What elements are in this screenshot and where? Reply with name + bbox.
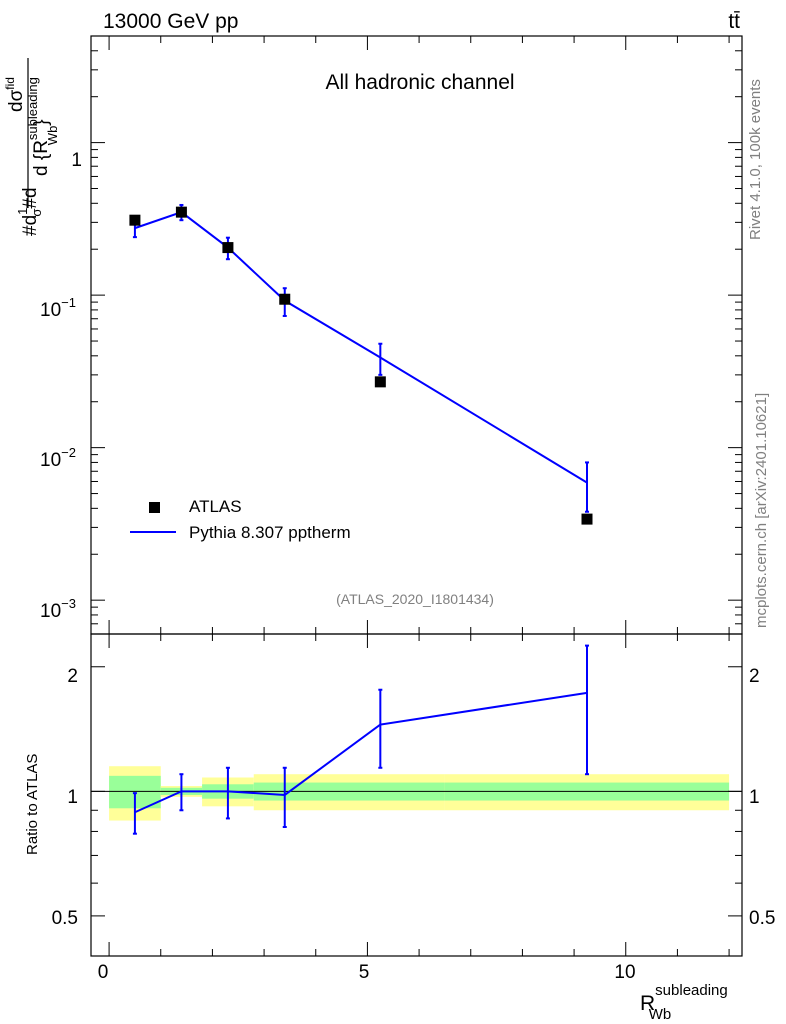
legend-label-atlas: ATLAS (189, 497, 242, 516)
y-tick-label-1e-1: 10−1 (40, 295, 76, 321)
x-tick-5: 5 (359, 962, 370, 983)
y-tick-label-1: 1 (71, 150, 82, 171)
legend-marker-atlas (149, 502, 160, 513)
ratio-pythia-line (134, 691, 588, 814)
atlas-point (581, 513, 593, 525)
main-y-axis-label-denominator: d {Rsubleading Wb} (25, 77, 60, 176)
main-y-axis-label: #d1σ#d (15, 187, 44, 236)
mcplots-label: mcplots.cern.ch [arXiv:2401.10621] (753, 393, 770, 628)
main-plot-frame (90, 35, 743, 635)
rivet-label: Rivet 4.1.0, 100k events (747, 79, 764, 240)
ratio-uncertainty-bands (109, 766, 730, 821)
x-axis-label: Rsubleading Wb (640, 982, 728, 1023)
header-right: tt̄ (728, 10, 740, 33)
data-series (129, 203, 593, 835)
plot-title: All hadronic channel (325, 71, 514, 94)
ratio-y-tick-1-right: 1 (749, 787, 760, 808)
main-y-axis-label-fraction: dσfid (3, 77, 27, 112)
legend-label-pythia: Pythia 8.307 pptherm (189, 523, 351, 542)
header-left: 13000 GeV pp (103, 10, 238, 33)
atlas-point (222, 242, 234, 254)
atlas-point (374, 376, 386, 388)
ratio-y-tick-2-right: 2 (749, 666, 760, 687)
ratio-y-axis-label: Ratio to ATLAS (24, 754, 41, 855)
atlas-point (175, 206, 187, 218)
ratio-y-tick-1-left: 1 (67, 787, 78, 808)
y-tick-label-1e-3: 10−3 (40, 596, 76, 622)
ratio-plot-frame (90, 633, 743, 957)
ratio-y-tick-05-right: 0.5 (749, 908, 775, 929)
axes-ticks (91, 35, 742, 956)
y-tick-label-1e-2: 10−2 (40, 445, 76, 471)
ratio-y-tick-2-left: 2 (67, 666, 78, 687)
atlas-point (129, 214, 141, 226)
analysis-id: (ATLAS_2020_I1801434) (336, 591, 494, 607)
x-tick-10: 10 (614, 962, 635, 983)
pythia-line (134, 211, 588, 484)
ratio-y-tick-05-left: 0.5 (52, 908, 78, 929)
atlas-point (279, 293, 291, 305)
x-tick-0: 0 (98, 962, 109, 983)
